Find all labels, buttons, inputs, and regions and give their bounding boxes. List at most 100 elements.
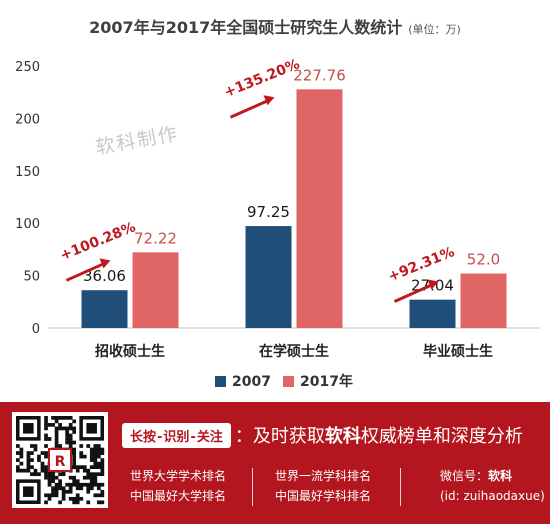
qr-module: [58, 479, 62, 484]
qr-module: [58, 416, 62, 420]
qr-module: [100, 472, 105, 477]
qr-module: [93, 454, 98, 459]
qr-module: [100, 465, 105, 469]
qr-module: [93, 475, 98, 480]
qr-module: [44, 475, 48, 480]
qr-module: [65, 437, 69, 441]
qr-module: [86, 489, 91, 494]
qr-module: [72, 430, 77, 434]
qr-module: [75, 479, 80, 484]
qr-module: [89, 475, 94, 480]
qr-module: [54, 440, 59, 445]
qr-module: [65, 426, 69, 431]
tag-part-2: 识别: [163, 429, 190, 445]
link-world-subject-ranking[interactable]: 世界一流学科排名: [275, 469, 372, 483]
follow-pill[interactable]: 长按-识别-关注: [122, 422, 231, 448]
category-label: 毕业硕士生: [423, 343, 493, 360]
qr-module: [16, 458, 20, 462]
qr-module: [51, 489, 55, 494]
qr-module: [72, 447, 77, 452]
qr-module: [47, 423, 52, 427]
category-label: 招收硕士生: [95, 343, 165, 360]
qr-module: [68, 496, 73, 501]
qr-module: [100, 458, 105, 462]
qr-module: [96, 500, 101, 505]
qr-module: [89, 458, 94, 462]
qr-module: [89, 479, 94, 484]
qr-module: [86, 486, 91, 491]
qr-module: [72, 419, 77, 424]
qr-module: [44, 433, 48, 438]
wechat-id: (id: zuihaodaxue): [440, 489, 545, 503]
qr-module: [100, 482, 105, 487]
qr-module: [96, 447, 101, 452]
qr-module: [72, 496, 77, 501]
qr-module: [30, 472, 34, 477]
link-china-subject-ranking[interactable]: 中国最好学科排名: [275, 489, 372, 503]
qr-module: [68, 475, 73, 480]
qr-module: [86, 472, 91, 477]
qr-module: [19, 454, 24, 459]
qr-module: [68, 444, 73, 448]
qr-module: [72, 479, 77, 484]
growth-arrow-head: [263, 95, 275, 106]
qr-module: [82, 454, 87, 459]
qr-module: [47, 493, 52, 498]
qr-module: [82, 482, 87, 487]
footer-links-col2: 世界一流学科排名 中国最好学科排名: [275, 466, 371, 506]
qr-module: [54, 482, 59, 487]
qr-module: [23, 468, 27, 473]
wechat-label: 微信号：: [440, 469, 489, 483]
qr-module: [82, 465, 87, 469]
qr-module: [100, 489, 105, 494]
qr-module: [51, 475, 55, 480]
tag-sep-1: -: [157, 429, 163, 445]
qr-module: [93, 461, 98, 466]
qr-module: [100, 461, 105, 466]
qr-module: [100, 468, 105, 473]
qr-module: [72, 451, 77, 455]
qr-module: [72, 465, 77, 469]
qr-module: [89, 447, 94, 452]
qr-module: [68, 482, 73, 487]
link-china-univ-ranking[interactable]: 中国最好大学排名: [130, 489, 227, 503]
qr-module: [47, 475, 52, 480]
y-tick-label: 250: [15, 60, 40, 75]
qr-module: [86, 482, 91, 487]
qr-module: [51, 479, 55, 484]
qr-module: [100, 500, 105, 505]
bar-b: [132, 252, 179, 328]
qr-module: [51, 416, 55, 420]
bar-chart: 0 50 100 150 200 250 36.06 72.22 招收硕士生 +100.28% 97…: [15, 56, 540, 390]
qr-module: [89, 472, 94, 477]
qr-module: [89, 465, 94, 469]
qr-module: [93, 444, 98, 448]
qr-module: [51, 472, 55, 477]
qr-module: [61, 416, 66, 420]
footer-divider-2: [400, 468, 401, 506]
link-world-univ-ranking[interactable]: 世界大学学术排名: [130, 469, 227, 483]
qr-module: [68, 437, 73, 441]
bar-value-label: 36.06: [83, 267, 126, 285]
qr-module: [96, 444, 101, 448]
qr-module: [72, 475, 77, 480]
qr-module: [82, 475, 87, 480]
qr-module: [72, 482, 77, 487]
qr-module: [75, 482, 80, 487]
qr-module: [19, 468, 24, 473]
qr-module: [16, 451, 20, 455]
qr-module: [47, 479, 52, 484]
qr-module: [93, 451, 98, 455]
qr-module: [93, 479, 98, 484]
growth-arrow-head: [427, 279, 439, 290]
growth-arrow-shaft: [65, 262, 104, 282]
growth-label: +100.28%: [58, 219, 138, 264]
bar-a: [245, 226, 292, 328]
qr-module: [44, 444, 48, 448]
qr-module: [23, 423, 34, 434]
wechat-info: 微信号：软科 (id: zuihaodaxue): [440, 466, 545, 506]
qr-module: [58, 482, 62, 487]
qr-module: [23, 486, 34, 497]
qr-module: [54, 489, 59, 494]
chart-unit: (单位：万): [408, 23, 461, 36]
